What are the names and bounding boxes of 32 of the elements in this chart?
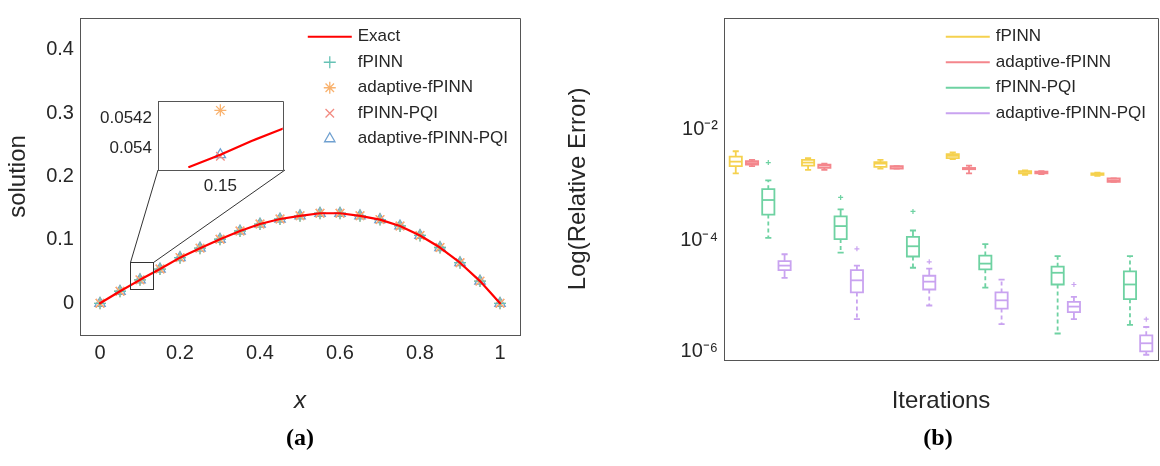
y-tick-label: 10⁻⁶ [680,338,718,361]
legend-label: fPINN-PQI [357,102,439,122]
x-tick-label: 1 [494,340,506,363]
y-tick-label: 0.0542 [100,107,152,127]
y-tick-label: 10⁻² [682,116,719,139]
y-tick-label: 0.054 [109,138,152,158]
y-tick-label: 10⁻⁴ [680,227,718,250]
text: (b) [923,424,953,451]
legend-label: Exact [357,26,401,46]
x-tick-label: 0.6 [326,340,354,363]
x-tick-label: 0 [94,340,106,363]
x-tick-label: 0.15 [203,175,237,195]
legend-label: adaptive-fPINN-PQI [357,128,509,148]
legend-label: fPINN-PQI [995,77,1077,97]
y-axis-title: Log(Relative Error) [563,87,591,291]
x-axis-title: x [293,386,307,414]
legend-label: fPINN [357,51,404,71]
x-tick-label: 0.4 [246,340,274,363]
y-tick-label: 0 [62,290,74,313]
x-tick-label: 0.8 [406,340,434,363]
legend-label: adaptive-fPINN [357,77,474,97]
legend-label: fPINN [995,26,1042,46]
y-tick-label: 0.1 [46,227,74,250]
x-tick-label: 0.2 [166,340,194,363]
legend-label: adaptive-fPINN [995,51,1112,71]
y-tick-label: 0.3 [46,100,74,123]
y-axis-title: solution [3,135,31,218]
text: (a) [286,424,314,451]
y-tick-label: 0.4 [46,37,74,60]
y-tick-label: 0.2 [46,164,74,187]
x-axis-title: Iterations [891,386,991,414]
legend-label: adaptive-fPINN-PQI [995,102,1147,122]
